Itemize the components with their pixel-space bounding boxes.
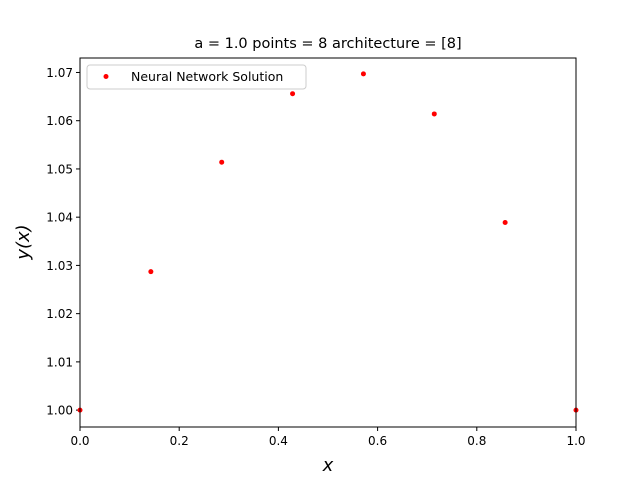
- data-point: [502, 219, 508, 225]
- x-tick-label: 0.6: [368, 434, 387, 448]
- y-axis-label: y(x): [13, 224, 34, 260]
- y-tick-label: 1.07: [46, 66, 73, 80]
- legend-frame: [86, 64, 307, 90]
- y-tick-label: 1.06: [46, 114, 73, 128]
- data-point: [290, 91, 296, 97]
- y-tick-label: 1.00: [46, 404, 73, 418]
- x-tick-label: 0.0: [70, 434, 89, 448]
- data-point: [431, 111, 437, 117]
- x-tick-label: 0.8: [467, 434, 486, 448]
- y-axis-ticks: 1.00 1.01 1.02 1.03 1.04 1.05 1.06 1.07: [46, 66, 80, 418]
- legend: Neural Network Solution: [86, 64, 307, 90]
- legend-label: Neural Network Solution: [131, 69, 283, 84]
- data-point: [219, 159, 225, 165]
- x-axis-ticks: 0.0 0.2 0.4 0.6 0.8 1.0: [70, 427, 586, 448]
- y-tick-label: 1.05: [46, 162, 73, 176]
- data-point: [148, 269, 154, 275]
- data-point: [360, 71, 366, 77]
- y-tick-label: 1.04: [46, 211, 73, 225]
- x-tick-label: 0.2: [170, 434, 189, 448]
- x-tick-label: 0.4: [269, 434, 288, 448]
- chart-title: a = 1.0 points = 8 architecture = [8]: [194, 36, 461, 52]
- y-tick-label: 1.03: [46, 259, 73, 273]
- plot-frame: [79, 57, 577, 428]
- y-tick-label: 1.02: [46, 307, 73, 321]
- legend-marker: [103, 74, 109, 79]
- x-axis-label: x: [322, 455, 334, 476]
- y-tick-label: 1.01: [46, 355, 73, 369]
- x-tick-label: 1.0: [566, 434, 585, 448]
- plot-area: [80, 58, 576, 427]
